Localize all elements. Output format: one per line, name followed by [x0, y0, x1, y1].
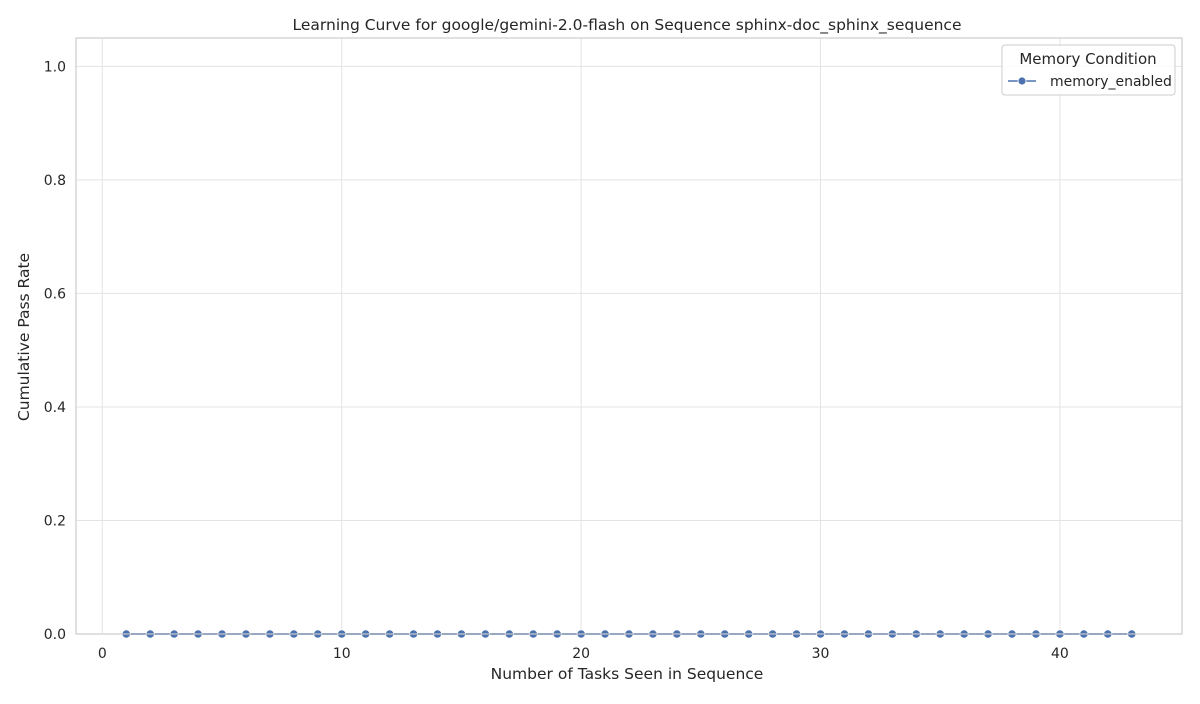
y-tick-label: 0.4	[44, 400, 66, 416]
y-tick-label: 1.0	[44, 59, 66, 75]
y-tick-label: 0.8	[44, 173, 66, 189]
y-axis-label: Cumulative Pass Rate	[15, 253, 33, 421]
legend-swatch-marker	[1017, 76, 1027, 86]
legend: Memory Condition memory_enabled	[1001, 44, 1176, 96]
plot-frame	[75, 37, 1183, 635]
y-tick-label: 0.6	[44, 286, 66, 302]
tick-labels: 0 10 20 30 40 0.0 0.2 0.4 0.6 0.8 1.0	[44, 59, 1069, 662]
grid-layer	[76, 38, 1182, 635]
legend-box	[1001, 44, 1176, 96]
y-tick-label: 0.2	[44, 513, 66, 529]
chart-title: Learning Curve for google/gemini-2.0-fla…	[293, 16, 962, 35]
x-tick-label: 40	[1051, 646, 1069, 662]
x-axis-label: Number of Tasks Seen in Sequence	[491, 665, 764, 683]
x-tick-label: 30	[812, 646, 830, 662]
legend-series-label: memory_enabled	[1050, 74, 1172, 90]
x-tick-label: 20	[572, 646, 590, 662]
y-tick-label: 0.0	[44, 627, 66, 643]
x-tick-label: 10	[333, 646, 351, 662]
legend-title: Memory Condition	[1019, 50, 1156, 68]
x-tick-label: 0	[98, 646, 107, 662]
